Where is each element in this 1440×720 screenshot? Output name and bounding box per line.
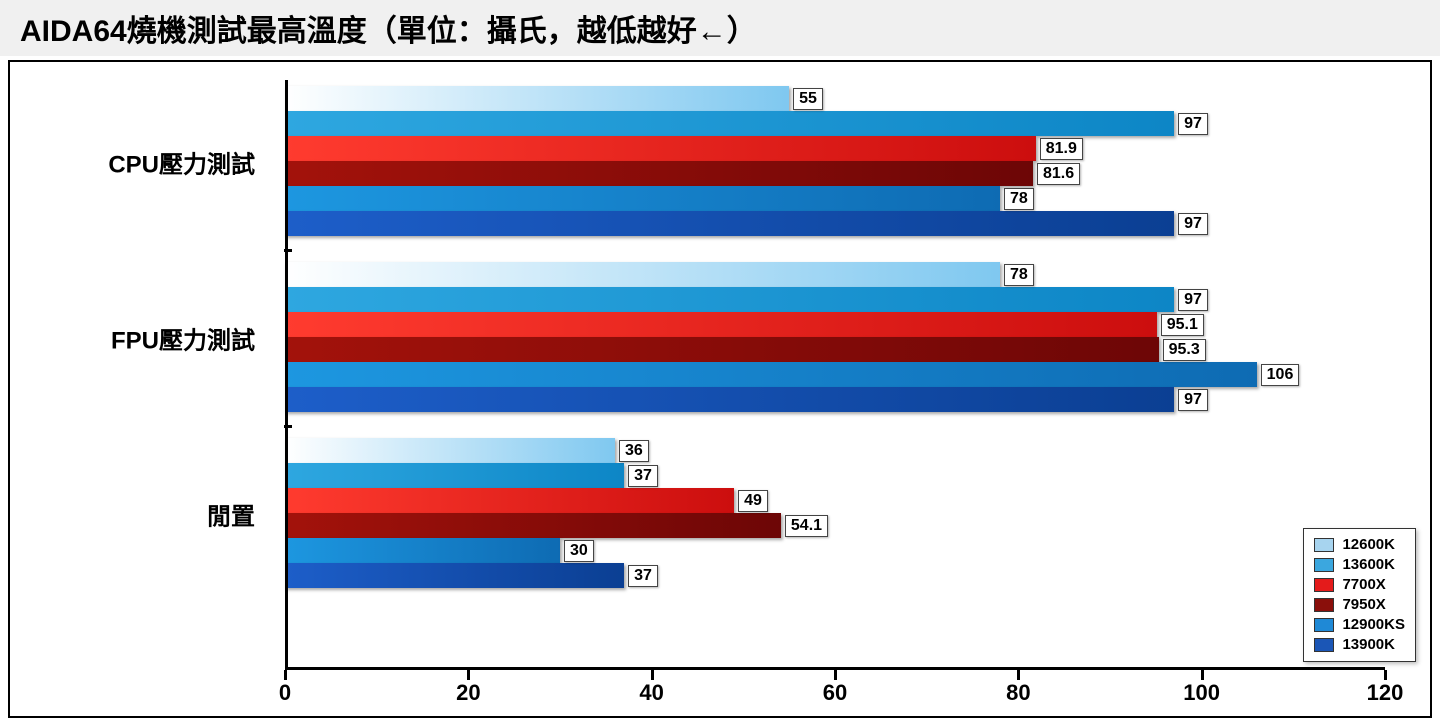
legend-swatch — [1314, 618, 1334, 632]
value-label: 37 — [628, 565, 658, 587]
category-label: 閒置 — [207, 497, 255, 532]
legend-swatch — [1314, 578, 1334, 592]
bar — [285, 312, 1157, 337]
bar — [285, 86, 789, 111]
bar-row: 78 — [285, 186, 1385, 212]
chart-frame: 020406080100120 559781.981.67897789795.1… — [8, 60, 1432, 718]
value-label: 55 — [793, 88, 823, 110]
bar-row: 30 — [285, 538, 1385, 564]
bar — [285, 563, 624, 588]
x-tick — [1384, 670, 1387, 680]
value-label: 97 — [1178, 213, 1208, 235]
x-tick — [834, 670, 837, 680]
value-label: 54.1 — [785, 515, 828, 537]
chart-title: AIDA64燒機測試最高溫度（單位：攝氏，越低越好←） — [0, 0, 1440, 56]
chart-plot-area: 020406080100120 559781.981.67897789795.1… — [285, 80, 1385, 670]
bar-row: 37 — [285, 463, 1385, 489]
bar — [285, 287, 1174, 312]
legend-item: 12600K — [1314, 535, 1405, 555]
bar-row: 54.1 — [285, 513, 1385, 539]
bar-row: 97 — [285, 287, 1385, 313]
bar — [285, 211, 1174, 236]
value-label: 30 — [564, 540, 594, 562]
bar-row: 95.3 — [285, 337, 1385, 363]
bar — [285, 186, 1000, 211]
bar — [285, 538, 560, 563]
bar — [285, 262, 1000, 287]
x-tick-label: 20 — [456, 680, 480, 706]
x-tick-label: 40 — [639, 680, 663, 706]
bar-row: 81.6 — [285, 161, 1385, 187]
value-label: 97 — [1178, 389, 1208, 411]
category-label: CPU壓力測試 — [108, 145, 255, 180]
value-label: 81.6 — [1037, 163, 1080, 185]
value-label: 106 — [1261, 364, 1300, 386]
bar-row: 81.9 — [285, 136, 1385, 162]
value-label: 36 — [619, 440, 649, 462]
bar — [285, 387, 1174, 412]
value-label: 97 — [1178, 289, 1208, 311]
value-label: 37 — [628, 465, 658, 487]
value-label: 78 — [1004, 188, 1034, 210]
value-label: 95.3 — [1163, 339, 1206, 361]
legend-label: 7950X — [1342, 595, 1385, 615]
legend-item: 13600K — [1314, 555, 1405, 575]
legend-item: 7950X — [1314, 595, 1405, 615]
bar — [285, 136, 1036, 161]
value-label: 95.1 — [1161, 314, 1204, 336]
bar — [285, 463, 624, 488]
category-label: FPU壓力測試 — [111, 321, 255, 356]
bar-row: 37 — [285, 563, 1385, 589]
legend-label: 12900KS — [1342, 615, 1405, 635]
legend-swatch — [1314, 538, 1334, 552]
bar-row: 97 — [285, 111, 1385, 137]
x-tick — [1201, 670, 1204, 680]
bar — [285, 513, 781, 538]
x-tick-label: 120 — [1367, 680, 1404, 706]
legend-item: 7700X — [1314, 575, 1405, 595]
x-axis-line — [285, 667, 1385, 670]
x-tick-label: 0 — [279, 680, 291, 706]
bar — [285, 438, 615, 463]
bar — [285, 161, 1033, 186]
legend-swatch — [1314, 558, 1334, 572]
legend-label: 13900K — [1342, 635, 1395, 655]
legend-swatch — [1314, 638, 1334, 652]
y-axis-line — [285, 80, 288, 670]
x-tick — [651, 670, 654, 680]
value-label: 97 — [1178, 113, 1208, 135]
x-tick — [284, 670, 287, 680]
x-tick-label: 80 — [1006, 680, 1030, 706]
bar — [285, 362, 1257, 387]
legend-item: 12900KS — [1314, 615, 1405, 635]
bar — [285, 488, 734, 513]
legend-label: 13600K — [1342, 555, 1395, 575]
legend-label: 7700X — [1342, 575, 1385, 595]
legend-swatch — [1314, 598, 1334, 612]
bar-row: 95.1 — [285, 312, 1385, 338]
x-tick — [467, 670, 470, 680]
x-tick-label: 60 — [823, 680, 847, 706]
bar-row: 49 — [285, 488, 1385, 514]
bar-row: 55 — [285, 86, 1385, 112]
bar-row: 78 — [285, 262, 1385, 288]
x-tick-label: 100 — [1183, 680, 1220, 706]
chart-legend: 12600K13600K7700X7950X12900KS13900K — [1303, 528, 1416, 662]
bar-row: 97 — [285, 211, 1385, 237]
x-tick — [1017, 670, 1020, 680]
value-label: 78 — [1004, 264, 1034, 286]
bar — [285, 111, 1174, 136]
bar — [285, 337, 1159, 362]
value-label: 49 — [738, 490, 768, 512]
bar-row: 106 — [285, 362, 1385, 388]
legend-label: 12600K — [1342, 535, 1395, 555]
value-label: 81.9 — [1040, 138, 1083, 160]
legend-item: 13900K — [1314, 635, 1405, 655]
bar-row: 36 — [285, 438, 1385, 464]
bar-row: 97 — [285, 387, 1385, 413]
